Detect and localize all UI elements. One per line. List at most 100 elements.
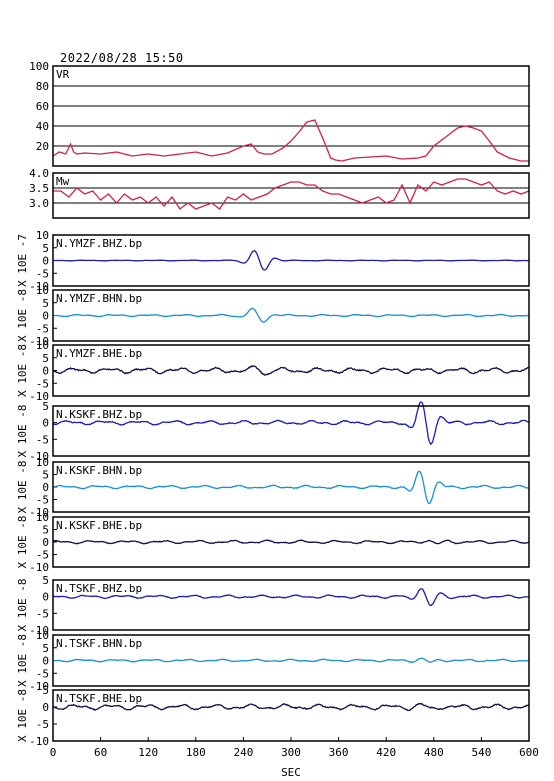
y-tick-label: -10 <box>29 680 49 693</box>
y-tick-label: 5 <box>42 574 49 587</box>
y-tick-label: -10 <box>29 390 49 403</box>
x-tick-label: 480 <box>424 746 444 759</box>
y-tick-label: 0 <box>42 591 49 604</box>
panel-label: N.YMZF.BHE.bp <box>56 347 142 360</box>
panel-frame <box>52 172 530 219</box>
y-tick-label: -5 <box>36 322 49 335</box>
series-line <box>53 178 530 210</box>
panel-frame <box>52 461 530 513</box>
y-tick-label: -5 <box>36 494 49 507</box>
y-tick-label: 5 <box>42 242 49 255</box>
y-tick-label: 5 <box>42 469 49 482</box>
series-line <box>52 657 530 663</box>
x-axis: 0 60 120 180 240 300 360 420 480 540 600 <box>50 737 539 759</box>
y-tick-label: -5 <box>36 667 49 680</box>
panel-frame <box>52 405 530 457</box>
y-tick-label: 10 <box>36 339 49 352</box>
y-tick-label: -10 <box>29 280 49 293</box>
y-tick-label: 5 <box>42 524 49 537</box>
series-line <box>52 119 529 162</box>
x-tick-label: 540 <box>471 746 491 759</box>
panel-label: N.YMZF.BHZ.bp <box>56 237 142 250</box>
y-tick-label: -5 <box>36 549 49 562</box>
panel-frame <box>52 289 530 342</box>
y-tick-label: -5 <box>36 718 49 731</box>
y-tick-label: 3.0 <box>29 197 49 210</box>
x-tick-label: 180 <box>186 746 206 759</box>
series-line <box>52 588 530 607</box>
y-tick-label: 60 <box>36 100 49 113</box>
y-tick-label: -10 <box>29 624 49 637</box>
series-line <box>52 364 529 376</box>
y-tick-label: -5 <box>36 607 49 620</box>
series-line <box>52 307 529 323</box>
unit-label: X 10E -7 <box>16 234 29 287</box>
panel-frame <box>52 579 530 631</box>
panel-label: N.KSKF.BHN.bp <box>56 464 142 477</box>
y-tick-label: 40 <box>36 120 49 133</box>
y-tick-label: 10 <box>36 629 49 642</box>
y-tick-label: 0 <box>42 255 49 268</box>
y-tick-label: 4.0 <box>29 167 49 180</box>
panel-label: N.TSKF.BHE.bp <box>56 692 142 705</box>
panel-5: 5 0 -5 -10 N.KSKF.BHZ.bp X 10E -8 <box>16 400 530 463</box>
y-tick-label: 10 <box>36 229 49 242</box>
y-tick-label: -5 <box>36 267 49 280</box>
y-tick-label: 0 <box>42 365 49 378</box>
y-tick-label: 10 <box>36 284 49 297</box>
y-tick-label: 0 <box>42 417 49 430</box>
x-tick-label: 240 <box>233 746 253 759</box>
y-tick-label: -10 <box>29 450 49 463</box>
y-tick-label: 80 <box>36 80 49 93</box>
y-tick-label: -5 <box>36 433 49 446</box>
unit-label: X 10E -8 <box>16 516 29 569</box>
y-tick-label: 0 <box>42 701 49 714</box>
panel-label: N.TSKF.BHN.bp <box>56 637 142 650</box>
panel-label: VR <box>56 68 70 81</box>
y-tick-label: 5 <box>42 642 49 655</box>
y-tick-label: 5 <box>42 684 49 697</box>
unit-label: X 10E -8 <box>16 579 29 632</box>
y-tick-label: 5 <box>42 297 49 310</box>
unit-label: X 10E -8 <box>16 405 29 458</box>
panel-label: Mw <box>56 175 70 188</box>
panel-1: 4.0 3.5 3.0 Mw <box>29 167 530 219</box>
y-tick-label: 0 <box>42 310 49 323</box>
y-tick-label: 10 <box>36 511 49 524</box>
panel-label: N.KSKF.BHZ.bp <box>56 408 142 421</box>
y-tick-label: -10 <box>29 735 49 748</box>
panel-label: N.KSKF.BHE.bp <box>56 519 142 532</box>
unit-label: X 10E -8 <box>16 344 29 397</box>
unit-label: X 10E -8 <box>16 634 29 687</box>
y-tick-label: 5 <box>42 352 49 365</box>
panel-frame <box>52 634 530 687</box>
unit-label: X 10E -8 <box>16 461 29 514</box>
panel-frame <box>52 234 530 287</box>
panel-frame <box>52 516 530 568</box>
panel-8: 5 0 -5 -10 N.TSKF.BHZ.bp X 10E -8 <box>16 574 530 637</box>
x-tick-label: 420 <box>376 746 396 759</box>
panel-frame <box>52 344 530 397</box>
y-tick-label: -10 <box>29 506 49 519</box>
panel-10: 5 0 -5 -10 N.TSKF.BHE.bp X 10E -8 <box>16 684 530 748</box>
y-tick-label: 100 <box>29 60 49 73</box>
panel-label: N.TSKF.BHZ.bp <box>56 582 142 595</box>
y-tick-label: 0 <box>42 655 49 668</box>
series-line <box>53 250 529 271</box>
panels-group: 10080604020VR4.03.53.0Mw1050-5-10N.YMZF.… <box>16 60 530 748</box>
unit-label: X 10E -8 <box>16 289 29 342</box>
series-line <box>52 470 530 505</box>
panel-frame <box>52 65 530 167</box>
unit-label: X 10E -8 <box>16 689 29 742</box>
y-tick-label: 0 <box>42 536 49 549</box>
y-tick-label: 3.5 <box>29 182 49 195</box>
panel-0: 100 80 60 40 20 VR <box>29 60 530 167</box>
x-tick-label: 360 <box>329 746 349 759</box>
y-tick-label: 10 <box>36 456 49 469</box>
y-tick-label: 20 <box>36 140 49 153</box>
